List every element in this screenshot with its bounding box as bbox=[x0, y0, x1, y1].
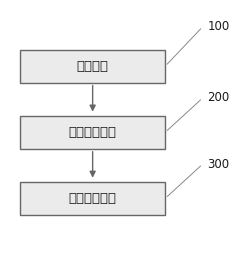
Bar bbox=[20, 50, 165, 83]
Text: 位移计算模块: 位移计算模块 bbox=[69, 192, 117, 205]
Text: 100: 100 bbox=[207, 20, 230, 33]
Text: 200: 200 bbox=[207, 91, 230, 105]
Text: 先验估计模块: 先验估计模块 bbox=[69, 126, 117, 139]
Text: 300: 300 bbox=[207, 158, 229, 171]
Text: 预估模块: 预估模块 bbox=[77, 60, 109, 73]
Bar bbox=[20, 182, 165, 215]
Bar bbox=[20, 116, 165, 149]
